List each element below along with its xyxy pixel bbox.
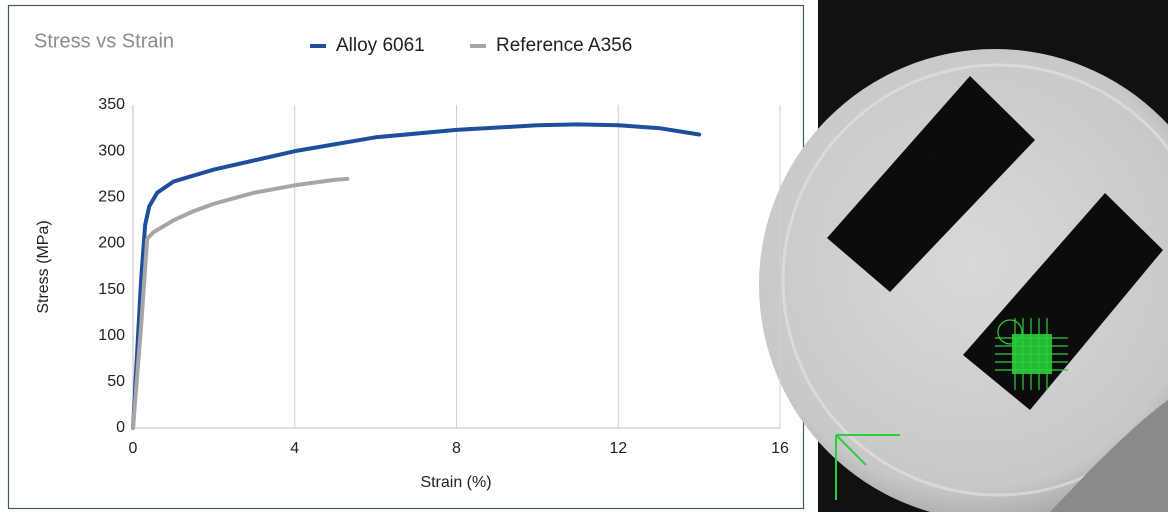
x-tick-label: 4 (290, 440, 299, 457)
y-tick-label: 300 (98, 142, 125, 159)
chart-title: Stress vs Strain (34, 30, 174, 52)
page: Stress vs Strain Strain (%) Stress (MPa)… (0, 0, 1168, 512)
x-tick-label: 8 (452, 440, 461, 457)
y-tick-label: 0 (116, 419, 125, 436)
y-tick-label: 250 (98, 189, 125, 206)
y-axis-label: Stress (MPa) (35, 220, 52, 313)
y-tick-label: 200 (98, 235, 125, 252)
x-tick-label: 12 (609, 440, 627, 457)
legend-label: Reference A356 (496, 35, 632, 56)
specimen-image: 4 (759, 0, 1168, 512)
y-tick-label: 350 (98, 96, 125, 113)
x-axis-label: Strain (%) (420, 474, 491, 491)
y-tick-label: 150 (98, 281, 125, 298)
image-label: 4 (928, 148, 936, 164)
legend-label: Alloy 6061 (336, 35, 425, 56)
x-tick-label: 0 (129, 440, 138, 457)
chart-panel (9, 6, 804, 509)
y-tick-label: 100 (98, 327, 125, 344)
x-tick-label: 16 (771, 440, 789, 457)
y-tick-label: 50 (107, 373, 125, 390)
